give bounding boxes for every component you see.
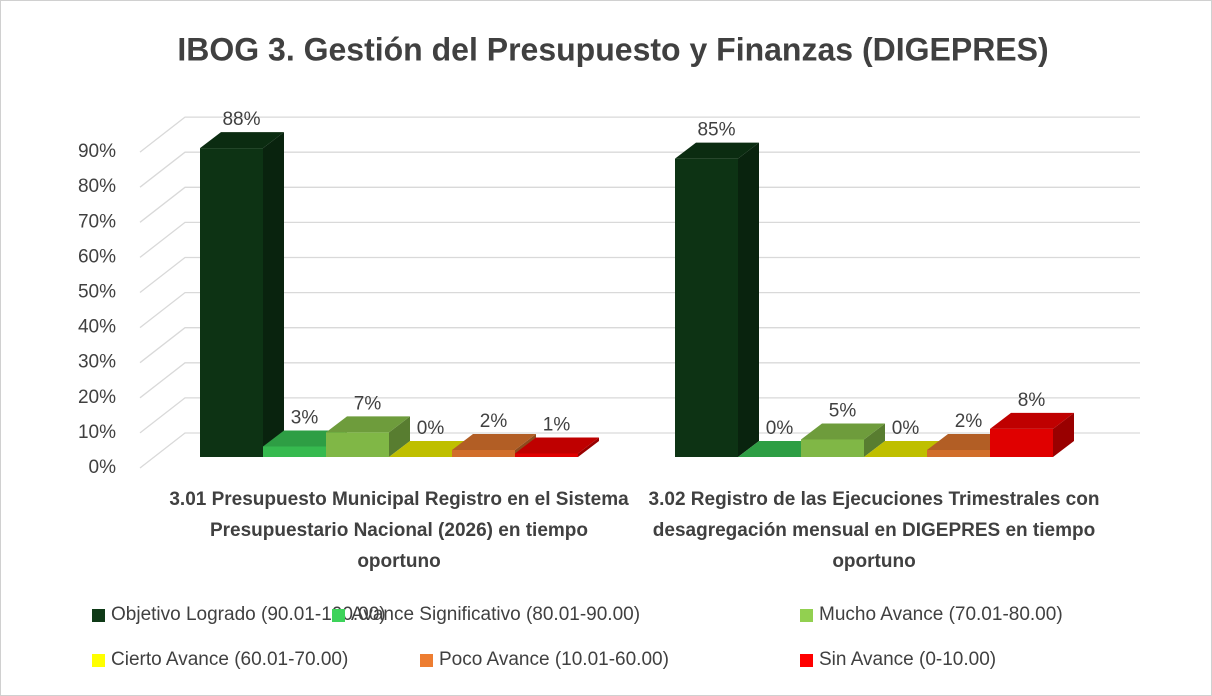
y-tick-label: 50% (78, 282, 116, 303)
legend-swatch (800, 653, 813, 667)
grid-line (139, 116, 1140, 153)
x-tick-label: 3.02 Registro de las Ejecuciones Trimest… (648, 489, 1100, 572)
data-label: 8% (1018, 390, 1046, 411)
data-label: 1% (543, 415, 571, 436)
y-tick-label: 40% (78, 317, 116, 338)
grid-line (139, 397, 1140, 434)
grid-line (139, 221, 1140, 258)
data-label: 0% (892, 418, 920, 439)
legend-item: Objetivo Logrado (90.01-100.00) (92, 604, 386, 626)
grid-line (139, 327, 1140, 364)
bar (675, 158, 738, 457)
bar-side (1053, 412, 1074, 457)
bar (801, 439, 864, 457)
data-label: 2% (955, 411, 983, 432)
bar (200, 148, 263, 457)
bar-top (990, 412, 1074, 429)
y-tick-label: 70% (78, 211, 116, 232)
bar (515, 453, 578, 457)
legend-label: Cierto Avance (60.01-70.00) (111, 649, 349, 670)
y-tick-label: 90% (78, 141, 116, 162)
chart-title: IBOG 3. Gestión del Presupuesto y Finanz… (177, 31, 1048, 67)
bar-top (515, 437, 599, 454)
y-tick-label: 10% (78, 422, 116, 443)
data-label: 3% (291, 407, 319, 428)
y-tick-label: 20% (78, 387, 116, 408)
bar-side (389, 416, 410, 457)
y-tick-label: 60% (78, 246, 116, 267)
legend-swatch (420, 653, 433, 667)
bar-top (801, 423, 885, 440)
legend-swatch (332, 608, 345, 622)
y-tick-label: 80% (78, 176, 116, 197)
data-label: 85% (697, 120, 735, 141)
grid-line (139, 291, 1140, 329)
data-label: 0% (417, 418, 445, 439)
bar-top (452, 433, 536, 450)
grid-line (139, 186, 1140, 223)
bar-side (578, 437, 599, 457)
bar (990, 428, 1053, 457)
bar (326, 432, 389, 457)
legend-item: Avance Significativo (80.01-90.00) (332, 604, 640, 626)
data-label: 7% (354, 393, 382, 414)
x-tick-label: 3.01 Presupuesto Municipal Registro en e… (169, 489, 629, 572)
legend-label: Mucho Avance (70.01-80.00) (819, 604, 1063, 625)
legend-label: Poco Avance (10.01-60.00) (439, 649, 669, 670)
data-label: 2% (480, 411, 508, 432)
legend-item: Cierto Avance (60.01-70.00) (92, 649, 348, 671)
legend-swatch (800, 608, 813, 622)
legend-item: Sin Avance (0-10.00) (800, 649, 996, 671)
bar-top (200, 132, 284, 149)
legend-swatch (92, 653, 105, 667)
bar-side (263, 132, 284, 457)
y-tick-label: 30% (78, 352, 116, 373)
y-tick-label: 0% (89, 457, 117, 478)
data-label: 0% (766, 418, 794, 439)
bar (452, 449, 515, 457)
legend-item: Poco Avance (10.01-60.00) (420, 649, 669, 671)
data-label: 5% (829, 400, 857, 421)
legend-swatch (92, 608, 105, 622)
bar (263, 446, 326, 457)
grid-line (139, 151, 1140, 188)
bar (927, 449, 990, 457)
bar-top (326, 416, 410, 433)
legend-label: Avance Significativo (80.01-90.00) (351, 604, 641, 625)
bar-side (864, 423, 885, 457)
legend-label: Objetivo Logrado (90.01-100.00) (111, 604, 386, 625)
bar-side (738, 142, 759, 457)
grid-line (139, 362, 1140, 399)
data-label: 88% (222, 109, 260, 130)
bar-top (675, 142, 759, 159)
legend-item: Mucho Avance (70.01-80.00) (800, 604, 1063, 626)
grid-line (139, 256, 1140, 294)
legend-label: Sin Avance (0-10.00) (819, 649, 997, 670)
